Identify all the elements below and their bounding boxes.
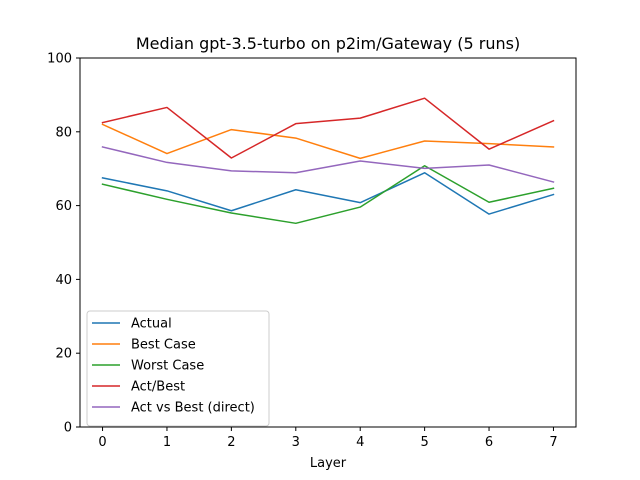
y-tick-label: 40: [55, 273, 72, 288]
x-tick-label: 4: [356, 435, 364, 450]
x-tick-label: 7: [549, 435, 557, 450]
y-axis: 0 20 40 60 80 100: [47, 52, 80, 436]
series-layer: [101, 97, 555, 225]
y-tick-label: 20: [55, 347, 72, 362]
y-tick-label: 100: [47, 52, 72, 67]
legend-label-act-vs-best-direct: Act vs Best (direct): [131, 401, 255, 416]
series-line-best-case: [101, 123, 555, 160]
legend: Actual Best Case Worst Case Act/Best Act vs …: [86, 310, 270, 427]
plot-frame: [79, 57, 577, 428]
y-tick-label: 80: [55, 125, 72, 140]
legend-label-worst-case: Worst Case: [131, 359, 204, 374]
series-line-actual: [101, 172, 555, 215]
series-line-act-best: [101, 97, 555, 159]
x-tick-label: 3: [292, 435, 300, 450]
x-tick-label: 2: [227, 435, 235, 450]
series-line-worst-case: [101, 165, 555, 225]
x-axis: 0 1 2 3 4 5 6 7: [98, 427, 558, 450]
x-axis-label: Layer: [310, 456, 347, 471]
legend-box: [86, 310, 270, 427]
legend-label-act-best: Act/Best: [131, 380, 185, 395]
x-tick-label: 1: [163, 435, 171, 450]
legend-label-actual: Actual: [131, 317, 172, 332]
y-tick-label: 0: [64, 421, 72, 436]
chart-title: Median gpt-3.5-turbo on p2im/Gateway (5 …: [136, 34, 520, 53]
y-tick-label: 60: [55, 199, 72, 214]
legend-label-best-case: Best Case: [131, 338, 196, 353]
series-line-act-vs-best-direct: [101, 146, 555, 183]
x-tick-label: 6: [485, 435, 493, 450]
x-tick-label: 0: [98, 435, 106, 450]
x-tick-label: 5: [420, 435, 428, 450]
